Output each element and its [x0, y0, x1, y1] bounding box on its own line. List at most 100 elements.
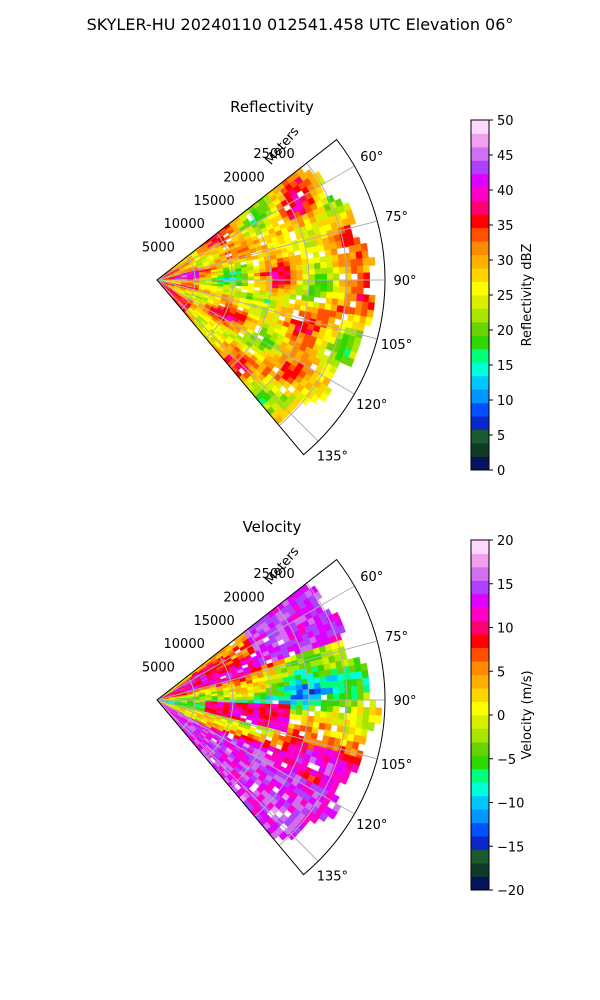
colorbar-swatch: [471, 809, 489, 824]
radar-gate: [357, 272, 364, 281]
radar-gate: [362, 677, 370, 687]
radar-gate: [253, 692, 261, 698]
colorbar: −20 −15 −10 −5 0 5 10 15 20 Velocity (m/s): [470, 534, 535, 899]
radar-gate: [241, 285, 249, 290]
radar-gate: [309, 394, 320, 405]
radar-gate: [368, 714, 376, 724]
radar-panel-velocity: Velocity 5000 10000 15000 20000 25000 60° 75° 90…: [142, 518, 535, 899]
colorbar-swatch: [471, 308, 489, 323]
radar-gate: [363, 692, 370, 701]
colorbar-label: Velocity (m/s): [520, 670, 535, 759]
colorbar-swatch: [471, 187, 489, 202]
colorbar-label: Reflectivity dBZ: [520, 244, 535, 347]
radar-gate: [308, 705, 316, 712]
radar-gate: [320, 267, 328, 275]
radar-gate: [314, 262, 321, 270]
radar-gate: [301, 683, 309, 691]
radar-gate: [357, 692, 364, 701]
colorbar-tick-label: 30: [497, 254, 514, 269]
radar-gate: [362, 294, 370, 303]
radar-gate: [350, 763, 360, 774]
radar-gate: [326, 681, 334, 689]
radar-gate: [368, 294, 376, 304]
radial-tick-label: 10000: [164, 637, 205, 652]
radial-tick-label: 15000: [193, 614, 234, 629]
colorbar-swatch: [471, 443, 489, 457]
colorbar-swatch: [471, 580, 489, 595]
radar-gate: [327, 809, 338, 820]
colorbar-swatch: [471, 375, 489, 390]
radar-gate: [284, 690, 291, 697]
radar-gate: [345, 693, 352, 701]
radial-tick-label: 20000: [223, 590, 264, 605]
colorbar-swatch: [471, 566, 489, 581]
colorbar-swatch: [471, 620, 489, 635]
colorbar-swatch: [471, 295, 489, 309]
radar-gate: [302, 699, 310, 706]
radar-gate: [326, 687, 334, 695]
radar-gate: [347, 215, 357, 226]
radar-gate: [251, 254, 259, 261]
colorbar-tick-label: 20: [497, 324, 514, 339]
radar-gate: [318, 811, 329, 823]
radar-gate: [361, 250, 369, 260]
radar-gate: [308, 279, 316, 287]
colorbar-swatch: [471, 849, 489, 864]
radar-gate: [314, 682, 321, 690]
radar-gate: [356, 286, 364, 296]
figure-title: SKYLER-HU 20240110 012541.458 UTC Elevat…: [86, 15, 514, 34]
radar-gate: [364, 316, 373, 327]
colorbar-swatch: [471, 348, 489, 363]
radar-gate: [318, 391, 329, 403]
radar-gate: [326, 273, 334, 281]
radar-gate: [247, 273, 255, 278]
radar-gate: [240, 711, 248, 717]
colorbar-swatch: [471, 214, 489, 229]
colorbar-tick-label: 40: [497, 184, 514, 199]
range-ring: [278, 582, 348, 846]
radar-gate: [333, 699, 340, 707]
radar-gate: [350, 258, 358, 268]
angle-tick-label: 120°: [356, 398, 387, 413]
radar-gate: [363, 272, 370, 281]
radar-gate: [337, 624, 346, 635]
radar-gate: [363, 264, 370, 274]
radar-gate: [278, 279, 285, 285]
angle-tick-label: 135°: [317, 449, 348, 464]
radar-gate: [344, 286, 352, 295]
colorbar-swatch: [471, 755, 489, 770]
radar-gate: [326, 705, 334, 713]
angle-tick-label: 60°: [360, 150, 383, 165]
angle-tick-label: 135°: [317, 869, 348, 884]
radar-gate: [358, 735, 367, 745]
radar-gate: [326, 285, 334, 293]
radar-gate: [332, 687, 340, 695]
radar-gate: [314, 279, 322, 287]
radial-tick-label: 5000: [142, 661, 175, 676]
radar-gate: [296, 689, 304, 696]
radar-gate: [278, 830, 289, 841]
radar-gate: [356, 706, 364, 716]
radar-gate: [332, 680, 340, 689]
radar-gate: [278, 699, 285, 705]
colorbar-tick-label: 5: [497, 665, 505, 680]
radar-gate: [332, 267, 340, 275]
radar-gate: [338, 680, 346, 688]
radar-gate: [344, 259, 352, 268]
radar-gate: [272, 279, 279, 285]
radar-gate: [259, 692, 267, 697]
sector-frame: [156, 558, 386, 876]
radar-gate: [338, 260, 346, 268]
radar-gate: [253, 283, 261, 288]
colorbar-swatch: [471, 456, 489, 471]
azimuth-spoke: [156, 640, 378, 701]
radar-gate: [290, 690, 297, 696]
radar-gate: [266, 271, 273, 277]
range-ring: [205, 232, 234, 339]
azimuth-spoke: [156, 699, 378, 760]
range-ring: [205, 652, 234, 759]
colorbar-tick-label: −5: [497, 753, 516, 768]
angle-tick-label: 105°: [381, 758, 412, 773]
angle-tick-label: 105°: [381, 338, 412, 353]
radar-gate: [339, 699, 346, 708]
